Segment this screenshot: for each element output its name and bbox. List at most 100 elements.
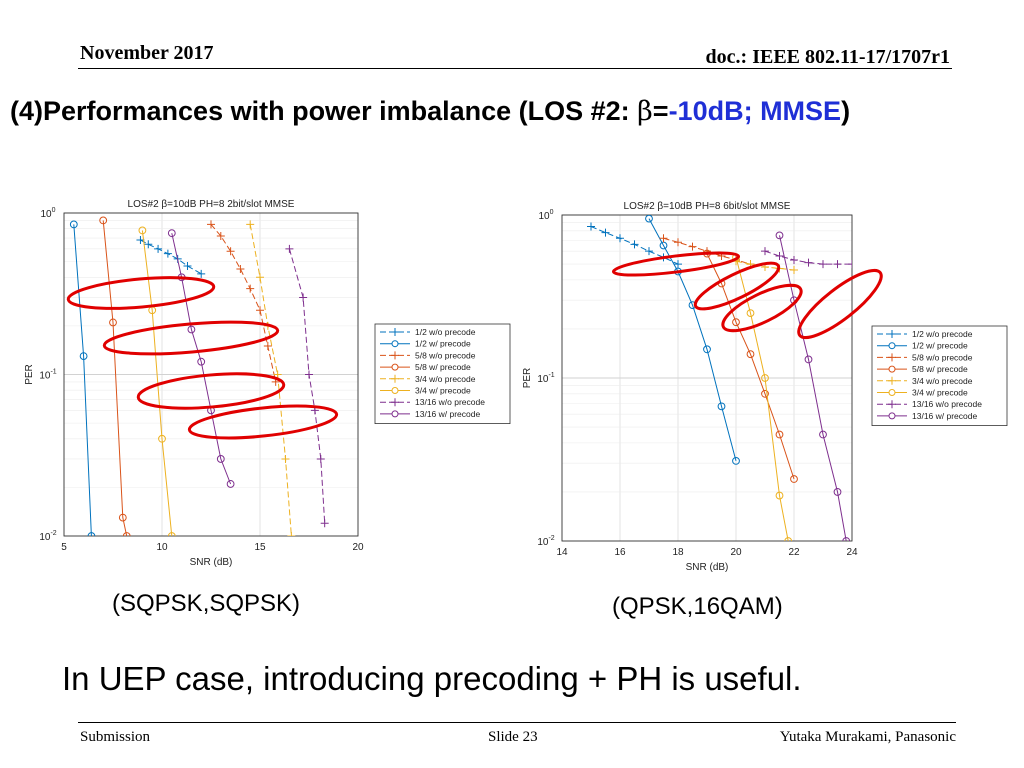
highlight-ellipse	[66, 276, 216, 310]
data-point	[630, 240, 639, 249]
data-point	[645, 215, 653, 223]
legend-entry: 5/8 w/o precode	[415, 350, 476, 360]
legend-entry: 1/2 w/ precode	[415, 339, 471, 349]
legend-entry: 1/2 w/o precode	[912, 329, 973, 339]
x-tick-label: 18	[672, 547, 684, 558]
series-line-4	[249, 224, 292, 536]
legend-entry: 3/4 w/o precode	[415, 374, 476, 384]
data-point	[674, 238, 682, 247]
legend-entry: 13/16 w/o precode	[415, 397, 485, 407]
data-point	[819, 260, 827, 269]
data-point	[746, 350, 755, 359]
data-point	[87, 532, 96, 536]
data-point	[287, 532, 296, 536]
legend-entry: 3/4 w/ precode	[912, 388, 968, 398]
data-point	[790, 265, 798, 274]
data-point	[138, 226, 147, 235]
legend-marker	[391, 398, 399, 407]
legend-box	[871, 325, 1008, 426]
data-point	[236, 265, 245, 274]
legend-marker	[391, 363, 399, 371]
data-point	[645, 247, 653, 256]
data-point	[775, 430, 784, 439]
legend-entry: 13/16 w/ precode	[415, 409, 480, 419]
x-tick-label: 22	[788, 547, 800, 558]
highlight-ellipse	[102, 320, 280, 356]
data-point	[790, 255, 798, 264]
x-tick-label: 5	[61, 542, 67, 553]
footer-rule	[78, 722, 956, 723]
legend-entry: 5/8 w/ precode	[415, 362, 471, 372]
data-point	[79, 352, 88, 360]
y-axis-label: PER	[522, 368, 533, 389]
axes-frame	[561, 214, 853, 542]
caption-left: (SQPSK,SQPSK)	[112, 590, 301, 617]
data-point	[746, 309, 755, 318]
data-point	[183, 261, 192, 270]
data-point	[305, 370, 313, 379]
series-line-3	[102, 220, 128, 536]
data-point	[833, 260, 842, 269]
data-point	[197, 269, 206, 278]
chart-right: 14 16 18 20 22 24 100 10-1 10-2 SNR (dB) PER LOS#2 …	[522, 201, 1008, 573]
highlight-ellipse	[721, 283, 803, 333]
chart-left: 5 10 15 20 100 10-1 10-2 SNR (dB) PER LOS#2 β=10d…	[24, 199, 511, 568]
footer-author: Yutaka Murakami, Panasonic	[779, 729, 956, 745]
series-line-1	[648, 218, 737, 462]
data-point	[122, 532, 131, 536]
header-doc-id: doc.: IEEE 802.11-17/1707r1	[705, 46, 950, 68]
legend-entry: 3/4 w/o precode	[912, 376, 973, 386]
data-point	[187, 325, 196, 334]
data-point	[281, 454, 290, 463]
x-tick-label: 16	[614, 547, 626, 558]
data-point	[246, 284, 255, 293]
legend-entry: 5/8 w/ precode	[912, 364, 968, 374]
data-point	[320, 519, 329, 528]
y-tick-label: 10-1	[39, 369, 56, 382]
legend-entry: 13/16 w/o precode	[912, 399, 982, 409]
data-point	[703, 345, 711, 354]
conclusion-statement: In UEP case, introducing precoding + PH …	[62, 660, 802, 697]
highlight-ellipse	[693, 261, 781, 311]
data-point	[732, 318, 740, 327]
data-point	[158, 434, 166, 443]
data-point	[732, 457, 740, 465]
series-line-7	[779, 235, 847, 541]
data-point	[616, 234, 624, 243]
title-prefix: (4)Performances with power imbalance (LO…	[10, 96, 638, 126]
data-point	[775, 491, 784, 500]
chart-title: LOS#2 β=10dB PH=8 2bit/slot MMSE	[128, 199, 295, 210]
legend-box	[374, 323, 511, 424]
title-eq: =	[652, 96, 669, 126]
highlight-ellipse	[611, 251, 741, 277]
y-axis-label: PER	[24, 364, 35, 385]
data-point	[688, 242, 697, 251]
legend-marker	[391, 340, 399, 348]
x-tick-label: 15	[254, 542, 266, 553]
data-point	[761, 374, 769, 382]
data-point	[587, 222, 595, 231]
legend-marker	[391, 351, 399, 360]
highlight-ellipse	[136, 372, 286, 410]
legend-marker	[888, 412, 896, 420]
y-tick-label: 100	[40, 207, 55, 220]
footer-submission: Submission	[80, 729, 151, 745]
x-tick-label: 10	[156, 542, 168, 553]
data-point	[256, 273, 264, 282]
slide-title: (4)Performances with power imbalance (LO…	[10, 96, 850, 127]
data-point	[216, 455, 225, 463]
legend-entry: 13/16 w/ precode	[912, 411, 977, 421]
data-point	[197, 357, 206, 366]
data-point	[99, 216, 108, 225]
series-line-2	[210, 224, 277, 383]
data-point	[207, 220, 215, 229]
legend-marker	[391, 328, 399, 336]
data-point	[674, 260, 682, 269]
x-tick-label: 20	[352, 542, 364, 553]
legend-entry: 1/2 w/o precode	[415, 327, 476, 337]
data-point	[717, 402, 726, 411]
data-point	[601, 228, 610, 237]
data-point	[659, 234, 668, 243]
legend-marker	[391, 387, 399, 394]
legend-marker	[888, 342, 896, 350]
